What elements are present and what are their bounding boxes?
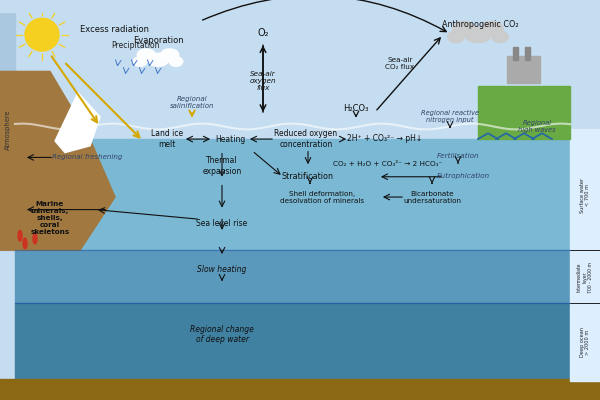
Text: Anthropogenic CO₂: Anthropogenic CO₂ (442, 20, 518, 28)
Ellipse shape (465, 27, 491, 43)
Text: Bicarbonate
undersaturation: Bicarbonate undersaturation (403, 190, 461, 204)
Ellipse shape (33, 233, 37, 244)
Text: Slow heating: Slow heating (197, 265, 247, 274)
Ellipse shape (169, 57, 183, 66)
Ellipse shape (492, 31, 508, 43)
Text: Regional freshening: Regional freshening (52, 154, 122, 160)
Ellipse shape (147, 53, 169, 66)
Polygon shape (0, 72, 115, 250)
Text: Intermediate
layer
700 - 2000 m: Intermediate layer 700 - 2000 m (577, 262, 593, 293)
Text: Regional reactive
nitrogen input: Regional reactive nitrogen input (421, 110, 479, 124)
Text: Evaporation: Evaporation (133, 36, 184, 45)
Ellipse shape (453, 21, 475, 35)
Polygon shape (55, 93, 100, 152)
Circle shape (25, 18, 59, 51)
Text: Sea-air
CO₂ flux: Sea-air CO₂ flux (385, 57, 415, 70)
Bar (570, 129, 600, 381)
Bar (478, 86, 570, 139)
Text: Regional change
of deep water: Regional change of deep water (190, 324, 254, 344)
Text: Marine
minerals,
shells,
coral
skeletons: Marine minerals, shells, coral skeletons (31, 201, 70, 235)
Text: Heating: Heating (215, 134, 245, 144)
Text: H₂CO₃: H₂CO₃ (343, 104, 368, 113)
Ellipse shape (137, 49, 155, 60)
Bar (0, 14, 600, 139)
Text: Fertilisation: Fertilisation (437, 154, 479, 160)
Bar (15, 250, 570, 303)
Text: Atmosphere: Atmosphere (4, 109, 11, 150)
Ellipse shape (481, 21, 503, 35)
Text: Reduced oxygen
concentration: Reduced oxygen concentration (274, 129, 338, 149)
Bar (525, 47, 530, 60)
Bar (0, 14, 15, 250)
Ellipse shape (161, 49, 179, 60)
Text: Regional
high waves: Regional high waves (518, 120, 556, 133)
Text: Precipitation: Precipitation (111, 41, 159, 50)
Ellipse shape (18, 230, 22, 241)
Ellipse shape (133, 57, 147, 66)
Text: Deep ocean
> 2000 m: Deep ocean > 2000 m (580, 327, 590, 357)
Text: Eutrophication: Eutrophication (436, 173, 490, 179)
Bar (507, 56, 540, 83)
Bar (0, 379, 600, 400)
Text: Land ice
melt: Land ice melt (151, 129, 183, 149)
Text: Excess radiation: Excess radiation (80, 25, 149, 34)
Text: Shell deformation,
desolvation of minerals: Shell deformation, desolvation of minera… (280, 190, 364, 204)
Ellipse shape (448, 31, 464, 43)
Bar (15, 303, 570, 381)
Text: 2H⁺ + CO₃²⁻ → pH↓: 2H⁺ + CO₃²⁻ → pH↓ (347, 134, 422, 142)
Text: Regional
salinification: Regional salinification (170, 96, 214, 109)
Ellipse shape (23, 238, 27, 249)
Bar (15, 139, 570, 250)
Text: Thermal
expansion: Thermal expansion (202, 156, 242, 176)
Text: CO₂ + H₂O + CO₃²⁻ → 2 HCO₃⁻: CO₂ + H₂O + CO₃²⁻ → 2 HCO₃⁻ (334, 161, 443, 167)
Text: Surface water
< 700 m: Surface water < 700 m (580, 178, 590, 213)
Text: Sea level rise: Sea level rise (196, 219, 248, 228)
Text: Stratification: Stratification (282, 172, 334, 181)
Bar (513, 47, 518, 60)
Text: O₂: O₂ (257, 28, 269, 38)
Text: Sea-air
oxygen
flux: Sea-air oxygen flux (250, 71, 277, 91)
